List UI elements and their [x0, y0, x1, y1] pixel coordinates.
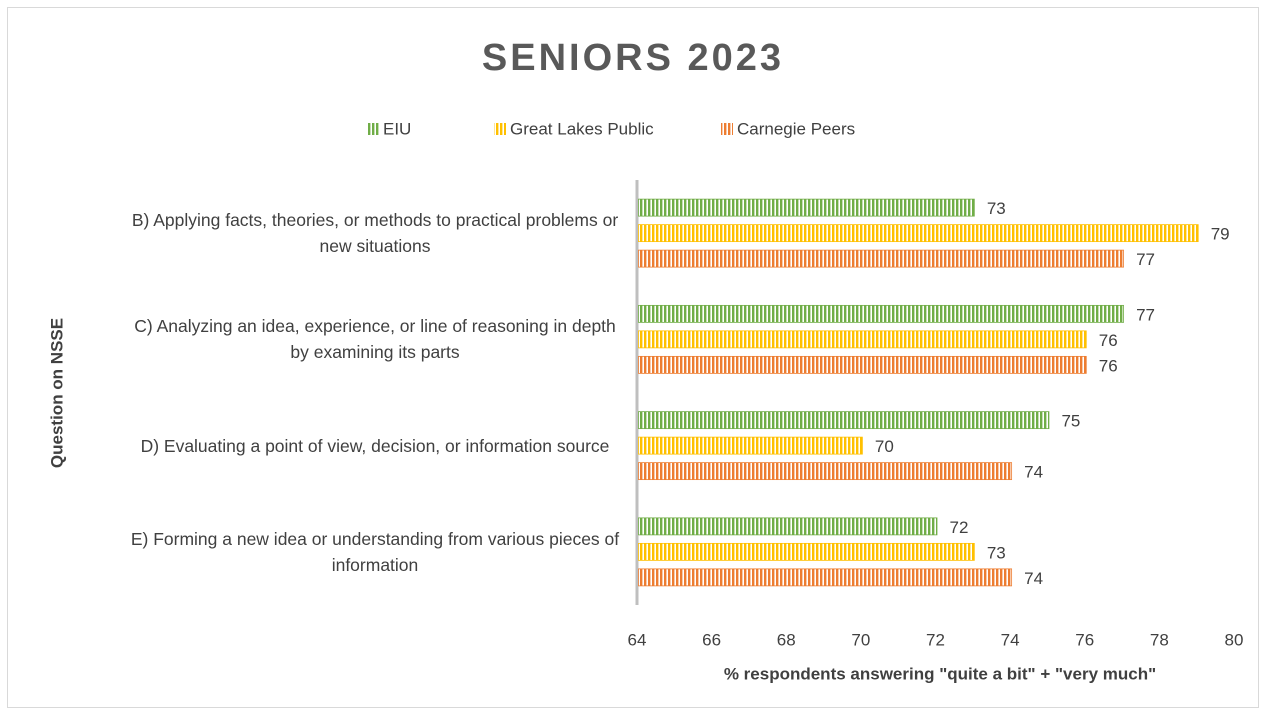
legend-swatch — [721, 123, 733, 135]
bar — [638, 411, 1050, 430]
bar — [638, 462, 1013, 481]
chart-title: SENIORS 2023 — [482, 37, 784, 79]
bar — [638, 224, 1199, 243]
bar — [638, 304, 1124, 323]
legend-swatch — [367, 123, 379, 135]
data-label: 79 — [1211, 225, 1230, 244]
x-tick-label: 76 — [1075, 630, 1094, 649]
bar — [638, 568, 1013, 587]
bar — [638, 355, 1087, 374]
data-label: 74 — [1024, 463, 1043, 482]
data-label: 77 — [1136, 305, 1155, 324]
y-tick-label: C) Analyzing an idea, experience, or lin… — [134, 316, 616, 363]
bar — [638, 330, 1087, 349]
data-label: 70 — [875, 437, 894, 456]
bar — [638, 517, 938, 536]
legend-label: Carnegie Peers — [737, 119, 855, 138]
data-label: 72 — [950, 518, 969, 537]
x-tick-label: 80 — [1225, 630, 1244, 649]
bar — [638, 249, 1124, 268]
legend-swatch — [494, 123, 506, 135]
y-axis-title: Question on NSSE — [47, 318, 66, 468]
y-tick-label: B) Applying facts, theories, or methods … — [131, 210, 619, 257]
x-tick-label: 64 — [628, 630, 647, 649]
y-tick-label: E) Forming a new idea or understanding f… — [130, 528, 620, 575]
data-label: 76 — [1099, 331, 1118, 350]
data-label: 76 — [1099, 356, 1118, 375]
legend-label: Great Lakes Public — [510, 119, 654, 138]
x-tick-label: 66 — [702, 630, 721, 649]
x-tick-label: 72 — [926, 630, 945, 649]
y-tick-label: D) Evaluating a point of view, decision,… — [140, 435, 610, 456]
x-tick-label: 78 — [1150, 630, 1169, 649]
data-label: 73 — [987, 543, 1006, 562]
x-axis-title: % respondents answering "quite a bit" + … — [724, 664, 1156, 683]
x-tick-label: 70 — [851, 630, 870, 649]
bar — [638, 198, 975, 217]
legend-label: EIU — [383, 119, 411, 138]
data-label: 77 — [1136, 250, 1155, 269]
x-tick-label: 74 — [1001, 630, 1020, 649]
data-label: 75 — [1061, 412, 1080, 431]
data-label: 74 — [1024, 569, 1043, 588]
bar — [638, 436, 863, 455]
x-tick-label: 68 — [777, 630, 796, 649]
bar — [638, 542, 975, 561]
data-label: 73 — [987, 199, 1006, 218]
